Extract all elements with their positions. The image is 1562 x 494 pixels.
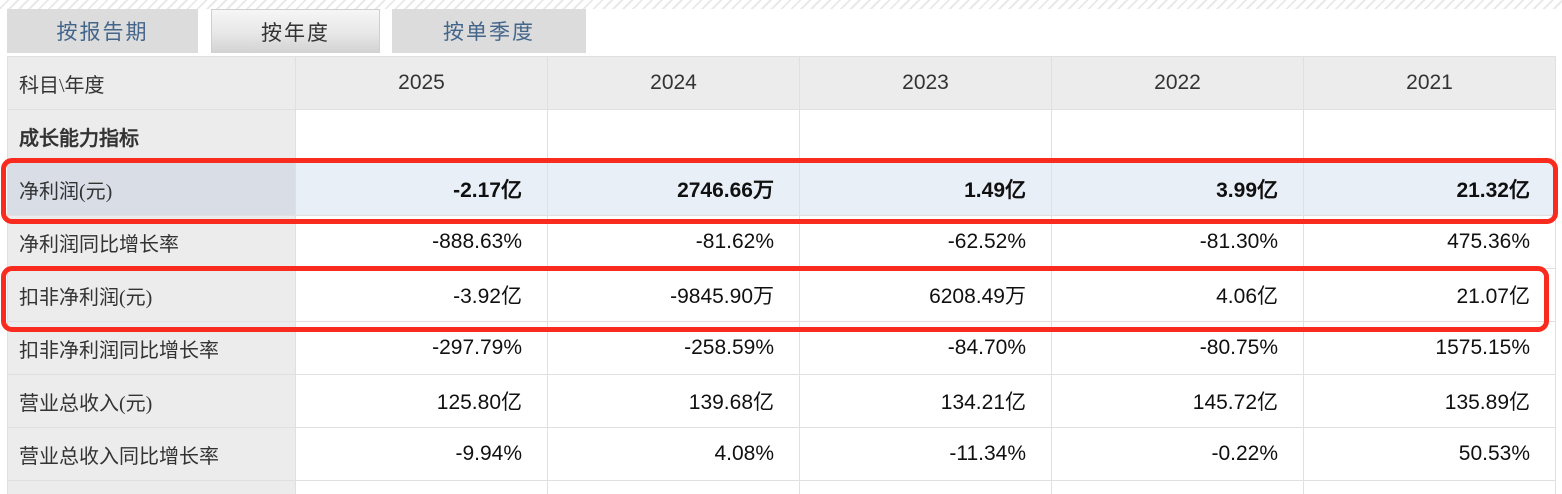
value-cell: [547, 109, 800, 163]
value-cell: [1303, 109, 1556, 163]
table-body: 成长能力指标 净利润(元) -2.17亿 2746.66万 1.49亿 3.99亿 21.3…: [7, 109, 1556, 494]
value-cell: -3.92亿: [295, 268, 548, 322]
value-cell: 6208.49万: [799, 268, 1052, 322]
table-row: 净利润(元) -2.17亿 2746.66万 1.49亿 3.99亿 21.32亿: [7, 162, 1556, 216]
value-cell: 1575.15%: [1303, 321, 1556, 375]
top-hatch-strip: [0, 0, 1562, 9]
value-cell: 139.68亿: [547, 374, 800, 428]
row-label-cell: 营业总收入(元): [7, 374, 296, 428]
value-cell: [295, 480, 548, 494]
value-cell: 50.53%: [1303, 427, 1556, 481]
table-row: 扣非净利润(元) -3.92亿 -9845.90万 6208.49万 4.06亿 21.0…: [7, 268, 1556, 322]
value-cell: 2746.66万: [547, 162, 800, 216]
year-header: 2024: [547, 56, 800, 110]
value-cell: 125.80亿: [295, 374, 548, 428]
year-header: 2023: [799, 56, 1052, 110]
row-label-cell: 净利润同比增长率: [7, 215, 296, 269]
year-header: 2021: [1303, 56, 1556, 110]
value-cell: 1.49亿: [799, 162, 1052, 216]
row-label-cell: [7, 480, 296, 494]
value-cell: [1051, 480, 1304, 494]
value-cell: 145.72亿: [1051, 374, 1304, 428]
year-header: 2025: [295, 56, 548, 110]
value-cell: -11.34%: [799, 427, 1052, 481]
value-cell: 134.21亿: [799, 374, 1052, 428]
partial-row: [7, 480, 1556, 494]
value-cell: -9.94%: [295, 427, 548, 481]
value-cell: -258.59%: [547, 321, 800, 375]
value-cell: -80.75%: [1051, 321, 1304, 375]
section-row: 成长能力指标: [7, 109, 1556, 163]
value-cell: 4.06亿: [1051, 268, 1304, 322]
financial-table: 科目\年度 2025 2024 2023 2022 2021 成长能力指标 净利润(元) -…: [7, 56, 1556, 494]
header-row: 科目\年度 2025 2024 2023 2022 2021: [7, 56, 1556, 110]
period-tabs: 按报告期 按年度 按单季度: [0, 9, 1562, 53]
table-row: 扣非净利润同比增长率 -297.79% -258.59% -84.70% -80.75%…: [7, 321, 1556, 375]
value-cell: -81.30%: [1051, 215, 1304, 269]
table-row: 营业总收入(元) 125.80亿 139.68亿 134.21亿 145.72亿 135.…: [7, 374, 1556, 428]
row-label-cell: 扣非净利润同比增长率: [7, 321, 296, 375]
value-cell: [295, 109, 548, 163]
value-cell: [547, 480, 800, 494]
row-label-cell: 成长能力指标: [7, 109, 296, 163]
value-cell: [799, 109, 1052, 163]
row-label-cell: 扣非净利润(元): [7, 268, 296, 322]
row-label-cell: 营业总收入同比增长率: [7, 427, 296, 481]
corner-header: 科目\年度: [7, 56, 296, 110]
value-cell: [799, 480, 1052, 494]
value-cell: 135.89亿: [1303, 374, 1556, 428]
value-cell: [1303, 480, 1556, 494]
table-row: 营业总收入同比增长率 -9.94% 4.08% -11.34% -0.22% 50.53%: [7, 427, 1556, 481]
row-label-cell: 净利润(元): [7, 162, 296, 216]
value-cell: [1051, 109, 1304, 163]
value-cell: 21.32亿: [1303, 162, 1556, 216]
value-cell: -297.79%: [295, 321, 548, 375]
value-cell: 475.36%: [1303, 215, 1556, 269]
value-cell: -81.62%: [547, 215, 800, 269]
value-cell: -84.70%: [799, 321, 1052, 375]
tab-2[interactable]: 按年度: [211, 9, 380, 53]
table-row: 净利润同比增长率 -888.63% -81.62% -62.52% -81.30% 475…: [7, 215, 1556, 269]
value-cell: -888.63%: [295, 215, 548, 269]
tab-3[interactable]: 按单季度: [392, 9, 586, 53]
value-cell: -62.52%: [799, 215, 1052, 269]
value-cell: -0.22%: [1051, 427, 1304, 481]
value-cell: 21.07亿: [1303, 268, 1556, 322]
value-cell: 3.99亿: [1051, 162, 1304, 216]
value-cell: -9845.90万: [547, 268, 800, 322]
value-cell: -2.17亿: [295, 162, 548, 216]
year-header: 2022: [1051, 56, 1304, 110]
value-cell: 4.08%: [547, 427, 800, 481]
tab-1[interactable]: 按报告期: [7, 9, 198, 53]
